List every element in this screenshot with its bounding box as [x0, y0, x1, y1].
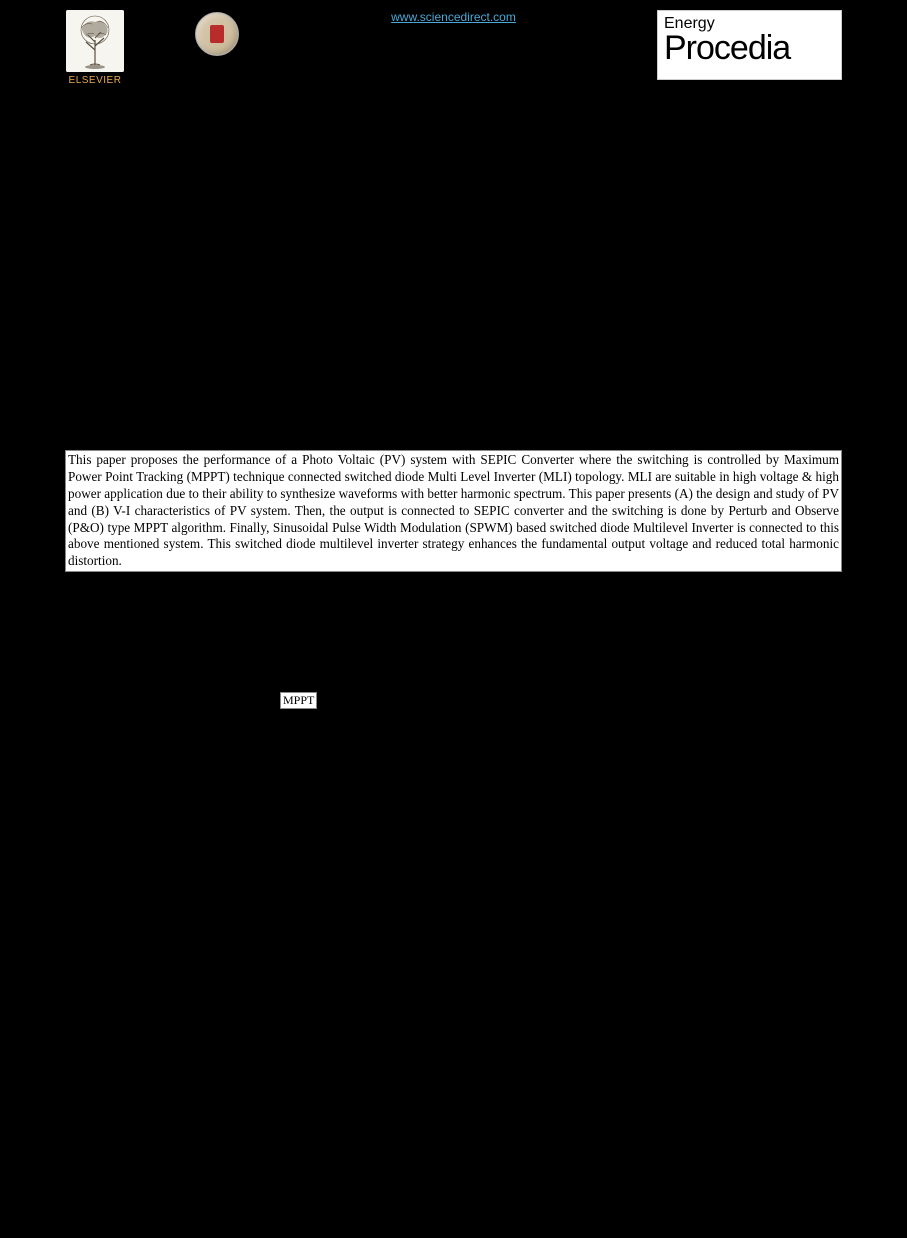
elsevier-name: ELSEVIER [69, 75, 122, 86]
journal-name-big: Procedia [664, 31, 835, 65]
page-header: ELSEVIER www.sciencedirect.com Energy Pr… [0, 0, 907, 100]
journal-title-box: Energy Procedia [657, 10, 842, 80]
elsevier-tree-icon [66, 10, 124, 72]
keyword-highlight: MPPT [280, 692, 317, 709]
abstract-text: This paper proposes the performance of a… [65, 450, 842, 572]
elsevier-logo: ELSEVIER [65, 10, 125, 95]
crossmark-icon[interactable] [195, 12, 239, 56]
crossmark-badge-icon [210, 25, 224, 43]
sciencedirect-link[interactable]: www.sciencedirect.com [391, 10, 516, 24]
body-spacer [0, 709, 907, 1209]
